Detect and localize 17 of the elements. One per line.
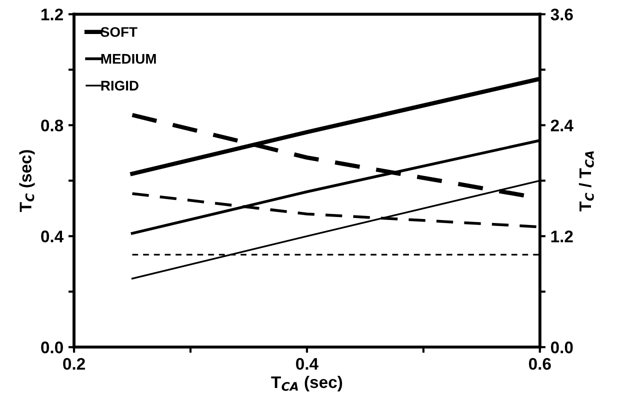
x-tick-label: 0.6 <box>528 358 551 370</box>
x-axis-title: T$_{CA}$ (sec) <box>271 376 342 392</box>
y-tick-label: 0.8 <box>41 120 64 132</box>
legend-label: MEDIUM <box>101 54 156 64</box>
y-tick-label: 0.4 <box>41 230 64 242</box>
y-axis-title: T$_{C}$ (sec) <box>19 150 35 212</box>
y2-tick-label: 0.0 <box>550 342 573 354</box>
legend-label: SOFT <box>100 27 138 37</box>
x-tick-label: 0.2 <box>63 358 85 370</box>
y2-tick-label: 2.4 <box>550 120 574 132</box>
x-tick-label: 0.4 <box>296 358 318 370</box>
y-tick-label: 0.0 <box>41 342 63 354</box>
y-tick-label: 1.2 <box>42 8 63 20</box>
legend-label: RIGID <box>101 80 138 91</box>
y2-axis-title: T$_{C}$ / T$_{CA}$ <box>578 151 594 212</box>
y2-tick-label: 3.6 <box>550 8 573 20</box>
y2-tick-label: 1.2 <box>551 230 573 242</box>
